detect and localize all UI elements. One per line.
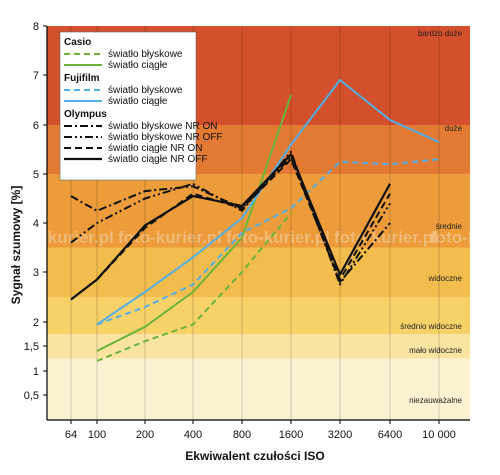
- x-axis-label: Ekwiwalent czułości ISO: [185, 449, 324, 463]
- zone-band: [47, 297, 470, 334]
- legend-box: [59, 31, 197, 181]
- x-tick-label: 200: [136, 429, 154, 441]
- zone-band: [47, 334, 470, 359]
- legend-entry: światło błyskowe: [108, 85, 183, 96]
- x-tick-label: 10 000: [422, 429, 456, 441]
- axes: 0,5 1 1,5 2 3 4 5 6 7 8 64 100 200 400 800 1600 3200 6400…: [24, 21, 470, 441]
- zone-label: średnie: [436, 222, 463, 231]
- zone-label: niezauważalne: [409, 396, 462, 405]
- legend-entry: światło błyskowe: [108, 49, 183, 60]
- legend-group-title: Olympus: [64, 109, 107, 120]
- series-lines: [70, 79, 440, 362]
- series-line-fujifilm: [96, 158, 440, 326]
- x-tick-label: 6400: [378, 429, 402, 441]
- series-line-casio: [96, 212, 292, 362]
- y-tick-label: 8: [33, 21, 39, 33]
- y-tick-label: 4: [33, 218, 39, 230]
- x-tick-label: 800: [233, 429, 251, 441]
- y-tick-label: 1,5: [24, 341, 39, 353]
- y-axis-label: Sygnał szumowy [%]: [9, 186, 23, 305]
- y-tick-label: 6: [33, 120, 39, 132]
- y-tick-label: 1: [33, 366, 39, 378]
- x-tick-label: 1600: [279, 429, 303, 441]
- zone-label: bardzo duże: [418, 29, 463, 38]
- series-line-olympus: [70, 150, 391, 286]
- legend-entry: światło błyskowe NR ON: [108, 121, 217, 132]
- x-tick-label: 3200: [328, 429, 352, 441]
- legend-entry: światło błyskowe NR OFF: [108, 132, 222, 143]
- y-tick-label: 2: [33, 317, 39, 329]
- zone-band: [47, 174, 470, 248]
- watermark-text: foto-kurier.pl: [10, 228, 114, 247]
- watermarks: foto-kurier.pl foto-kurier.pl foto-kurier.…: [10, 228, 500, 247]
- legend-entry: światło ciągłe: [108, 96, 168, 107]
- y-tick-label: 7: [33, 70, 39, 82]
- watermark-text: foto-kurier.pl: [334, 228, 438, 247]
- zone-label: średnio widoczne: [400, 322, 462, 331]
- legend-group-title: Casio: [64, 37, 91, 48]
- watermark-text: foto-kurier.pl: [430, 228, 500, 247]
- series-line-olympus: [70, 153, 391, 301]
- legend-entry: światło ciągłe: [108, 60, 168, 71]
- legend-group-title: Fujifilm: [64, 73, 100, 84]
- watermark-text: foto-kurier.pl: [118, 228, 222, 247]
- x-tick-label: 400: [184, 429, 202, 441]
- zone-label: duże: [445, 124, 463, 133]
- y-tick-label: 5: [33, 169, 39, 181]
- zone-label: widoczne: [428, 274, 463, 283]
- y-tick-label: 0,5: [24, 390, 39, 402]
- y-tick-label: 3: [33, 267, 39, 279]
- zone-band: [47, 247, 470, 297]
- legend-entry: światło ciągłe NR OFF: [108, 154, 207, 165]
- legend-entry: światło ciągłe NR ON: [108, 143, 202, 154]
- zone-band: [47, 358, 470, 420]
- zone-label: mało widoczne: [409, 346, 462, 355]
- x-tick-label: 64: [65, 429, 77, 441]
- watermark-text: foto-kurier.pl: [226, 228, 330, 247]
- x-tick-label: 100: [88, 429, 106, 441]
